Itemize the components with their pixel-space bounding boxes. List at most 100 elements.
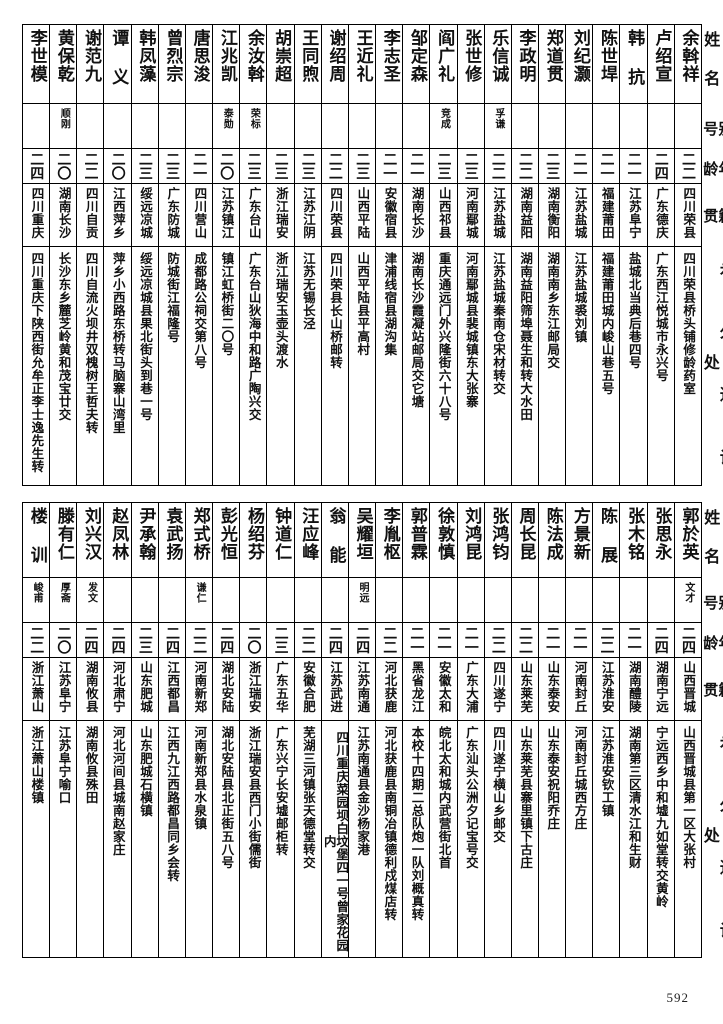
native-place-text: 河北肃宁 bbox=[110, 661, 126, 713]
native-place-text: 山东肥城 bbox=[138, 661, 154, 713]
cell-age: 二四 bbox=[21, 148, 51, 184]
age-text: 二四 bbox=[218, 626, 235, 654]
name-text: 谢范九 bbox=[81, 29, 102, 83]
cell-native-place: 江苏阜宁 bbox=[619, 183, 648, 247]
address-text: 广东台山狄海中和路广陶兴交 bbox=[246, 252, 262, 421]
name-text: 郑道贯 bbox=[542, 29, 563, 83]
cell-address: 宁远西乡中和墟九如堂转交黄岭 bbox=[646, 720, 675, 958]
cell-age: 二三 bbox=[130, 148, 159, 184]
address-text: 湖南益阳筛埠聂生和转大水田 bbox=[518, 252, 534, 421]
cell-native-place: 河南封丘 bbox=[565, 657, 594, 721]
address-text: 江苏淮安钦工镇 bbox=[599, 726, 615, 817]
cell-age: 二三 bbox=[293, 148, 322, 184]
name-text: 汪应峰 bbox=[298, 507, 319, 561]
age-text: 二四 bbox=[652, 626, 669, 654]
name-text: 张鸿钧 bbox=[488, 507, 509, 561]
cell-name: 杨绍芬 bbox=[239, 502, 268, 578]
cell-alias: 谦仁 bbox=[184, 577, 214, 623]
cell-name: 李世模 bbox=[21, 24, 51, 104]
cell-age: 二四 bbox=[347, 622, 377, 658]
cell-address: 河南封丘城西方庄 bbox=[565, 720, 594, 958]
cell-address: 四川荣县长山桥邮转 bbox=[320, 246, 349, 486]
age-text: 二二 bbox=[517, 626, 534, 654]
cell-name: 刘鸿昆 bbox=[456, 502, 485, 578]
cell-native-place: 江苏武进 bbox=[320, 657, 349, 721]
address-text: 广东西江悦城市永兴号 bbox=[653, 252, 669, 382]
age-text: 二二 bbox=[381, 626, 398, 654]
cell-alias bbox=[320, 103, 349, 149]
cell-alias bbox=[510, 103, 539, 149]
cell-name: 方景新 bbox=[565, 502, 594, 578]
row-label-text: 年 龄 bbox=[701, 635, 723, 651]
cell-native-place: 湖南益阳 bbox=[510, 183, 539, 247]
cell-alias bbox=[619, 103, 648, 149]
cell-native-place: 江苏盐城 bbox=[565, 183, 594, 247]
cell-alias bbox=[673, 103, 702, 149]
cell-name: 彭光恒 bbox=[212, 502, 241, 578]
address-text: 盐城北当典后巷四号 bbox=[626, 252, 642, 369]
native-place-text: 河南鄢城 bbox=[463, 187, 479, 239]
age-text: 二三 bbox=[136, 626, 153, 654]
cell-name: 张木铭 bbox=[619, 502, 648, 578]
address-text: 四川荣县长山桥邮转 bbox=[328, 252, 344, 369]
address-text: 湖南第三区清水江和生财 bbox=[626, 726, 642, 869]
table-row-native: 浙江萧山 江苏阜宁 湖南攸县 河北肃宁 山东肥城 江西都昌 河南新郑 湖北安陆 浙江瑞安 广东五华… bbox=[21, 657, 723, 721]
cell-alias bbox=[293, 577, 322, 623]
native-place-text: 江苏南通 bbox=[355, 661, 371, 713]
cell-address: 湖南南乡东江邮局交 bbox=[537, 246, 567, 486]
cell-address: 芜湖三河镇张天德堂转交 bbox=[293, 720, 322, 958]
age-text: 二〇 bbox=[109, 152, 126, 180]
address-text: 四川重庆下陕西街允牟正李士逸先生转 bbox=[29, 252, 45, 473]
name-text: 王同煦 bbox=[298, 29, 319, 83]
cell-native-place: 湖北安陆 bbox=[212, 657, 241, 721]
address-text: 四川重庆菜园坝白坟堡四一号曾家花园内 bbox=[321, 731, 350, 952]
age-text: 二二 bbox=[326, 152, 343, 180]
cell-age: 二一 bbox=[619, 622, 648, 658]
address-text: 镇江虹桥街二〇号 bbox=[219, 252, 235, 356]
age-text: 二一 bbox=[435, 626, 452, 654]
cell-native-place: 河北肃宁 bbox=[103, 657, 132, 721]
cell-address: 四川自流火坝井双槐树王哲夫转 bbox=[76, 246, 105, 486]
cell-native-place: 四川重庆 bbox=[21, 183, 51, 247]
cell-native-place: 四川自贡 bbox=[76, 183, 105, 247]
cell-address: 四川重庆下陕西街允牟正李士逸先生转 bbox=[21, 246, 51, 486]
native-place-text: 山东莱芜 bbox=[518, 661, 534, 713]
alias-text: 泰勋 bbox=[221, 108, 233, 129]
name-text: 江兆凯 bbox=[216, 29, 237, 83]
cell-age: 二二 bbox=[592, 622, 621, 658]
cell-name: 唐思浚 bbox=[184, 24, 214, 104]
cell-age: 二四 bbox=[76, 622, 105, 658]
native-place-text: 广东大浦 bbox=[463, 661, 479, 713]
address-text: 湖南攸县殊田 bbox=[83, 726, 99, 804]
native-place-text: 四川自贡 bbox=[83, 187, 99, 239]
name-text: 谭 义 bbox=[108, 29, 129, 86]
cell-native-place: 山东泰安 bbox=[537, 657, 567, 721]
cell-native-place: 江苏镇江 bbox=[212, 183, 241, 247]
cell-native-place: 安徽宿县 bbox=[375, 183, 404, 247]
row-label-text: 永 久 通 讯 处 bbox=[700, 259, 723, 479]
cell-name: 翁 能 bbox=[320, 502, 349, 578]
address-text: 河北河间县城南赵家庄 bbox=[110, 726, 126, 856]
address-text: 广东兴宁长安墟邮柜转 bbox=[273, 726, 289, 856]
cell-native-place: 安徽太和 bbox=[429, 657, 458, 721]
cell-name: 曾烈宗 bbox=[157, 24, 186, 104]
cell-alias bbox=[21, 103, 51, 149]
address-text: 广东汕头公洲夕记宝号交 bbox=[463, 726, 479, 869]
cell-native-place: 河南鄢城 bbox=[456, 183, 485, 247]
cell-age: 二三 bbox=[157, 148, 186, 184]
cell-alias bbox=[266, 577, 295, 623]
native-place-text: 广东台山 bbox=[246, 187, 262, 239]
name-text: 李志圣 bbox=[379, 29, 400, 83]
cell-name: 周长昆 bbox=[510, 502, 539, 578]
cell-alias bbox=[130, 103, 159, 149]
cell-alias bbox=[510, 577, 539, 623]
cell-alias: 发文 bbox=[76, 577, 105, 623]
address-text: 津浦线宿县湖沟集 bbox=[382, 252, 398, 356]
cell-alias bbox=[103, 577, 132, 623]
age-text: 二二 bbox=[82, 152, 99, 180]
cell-name: 张思永 bbox=[646, 502, 675, 578]
name-text: 楼 训 bbox=[26, 507, 47, 564]
address-text: 萍乡小西路东桥转马脑寨山湾里 bbox=[110, 252, 126, 434]
cell-address: 广东兴宁长安墟邮柜转 bbox=[266, 720, 295, 958]
cell-alias bbox=[375, 577, 404, 623]
